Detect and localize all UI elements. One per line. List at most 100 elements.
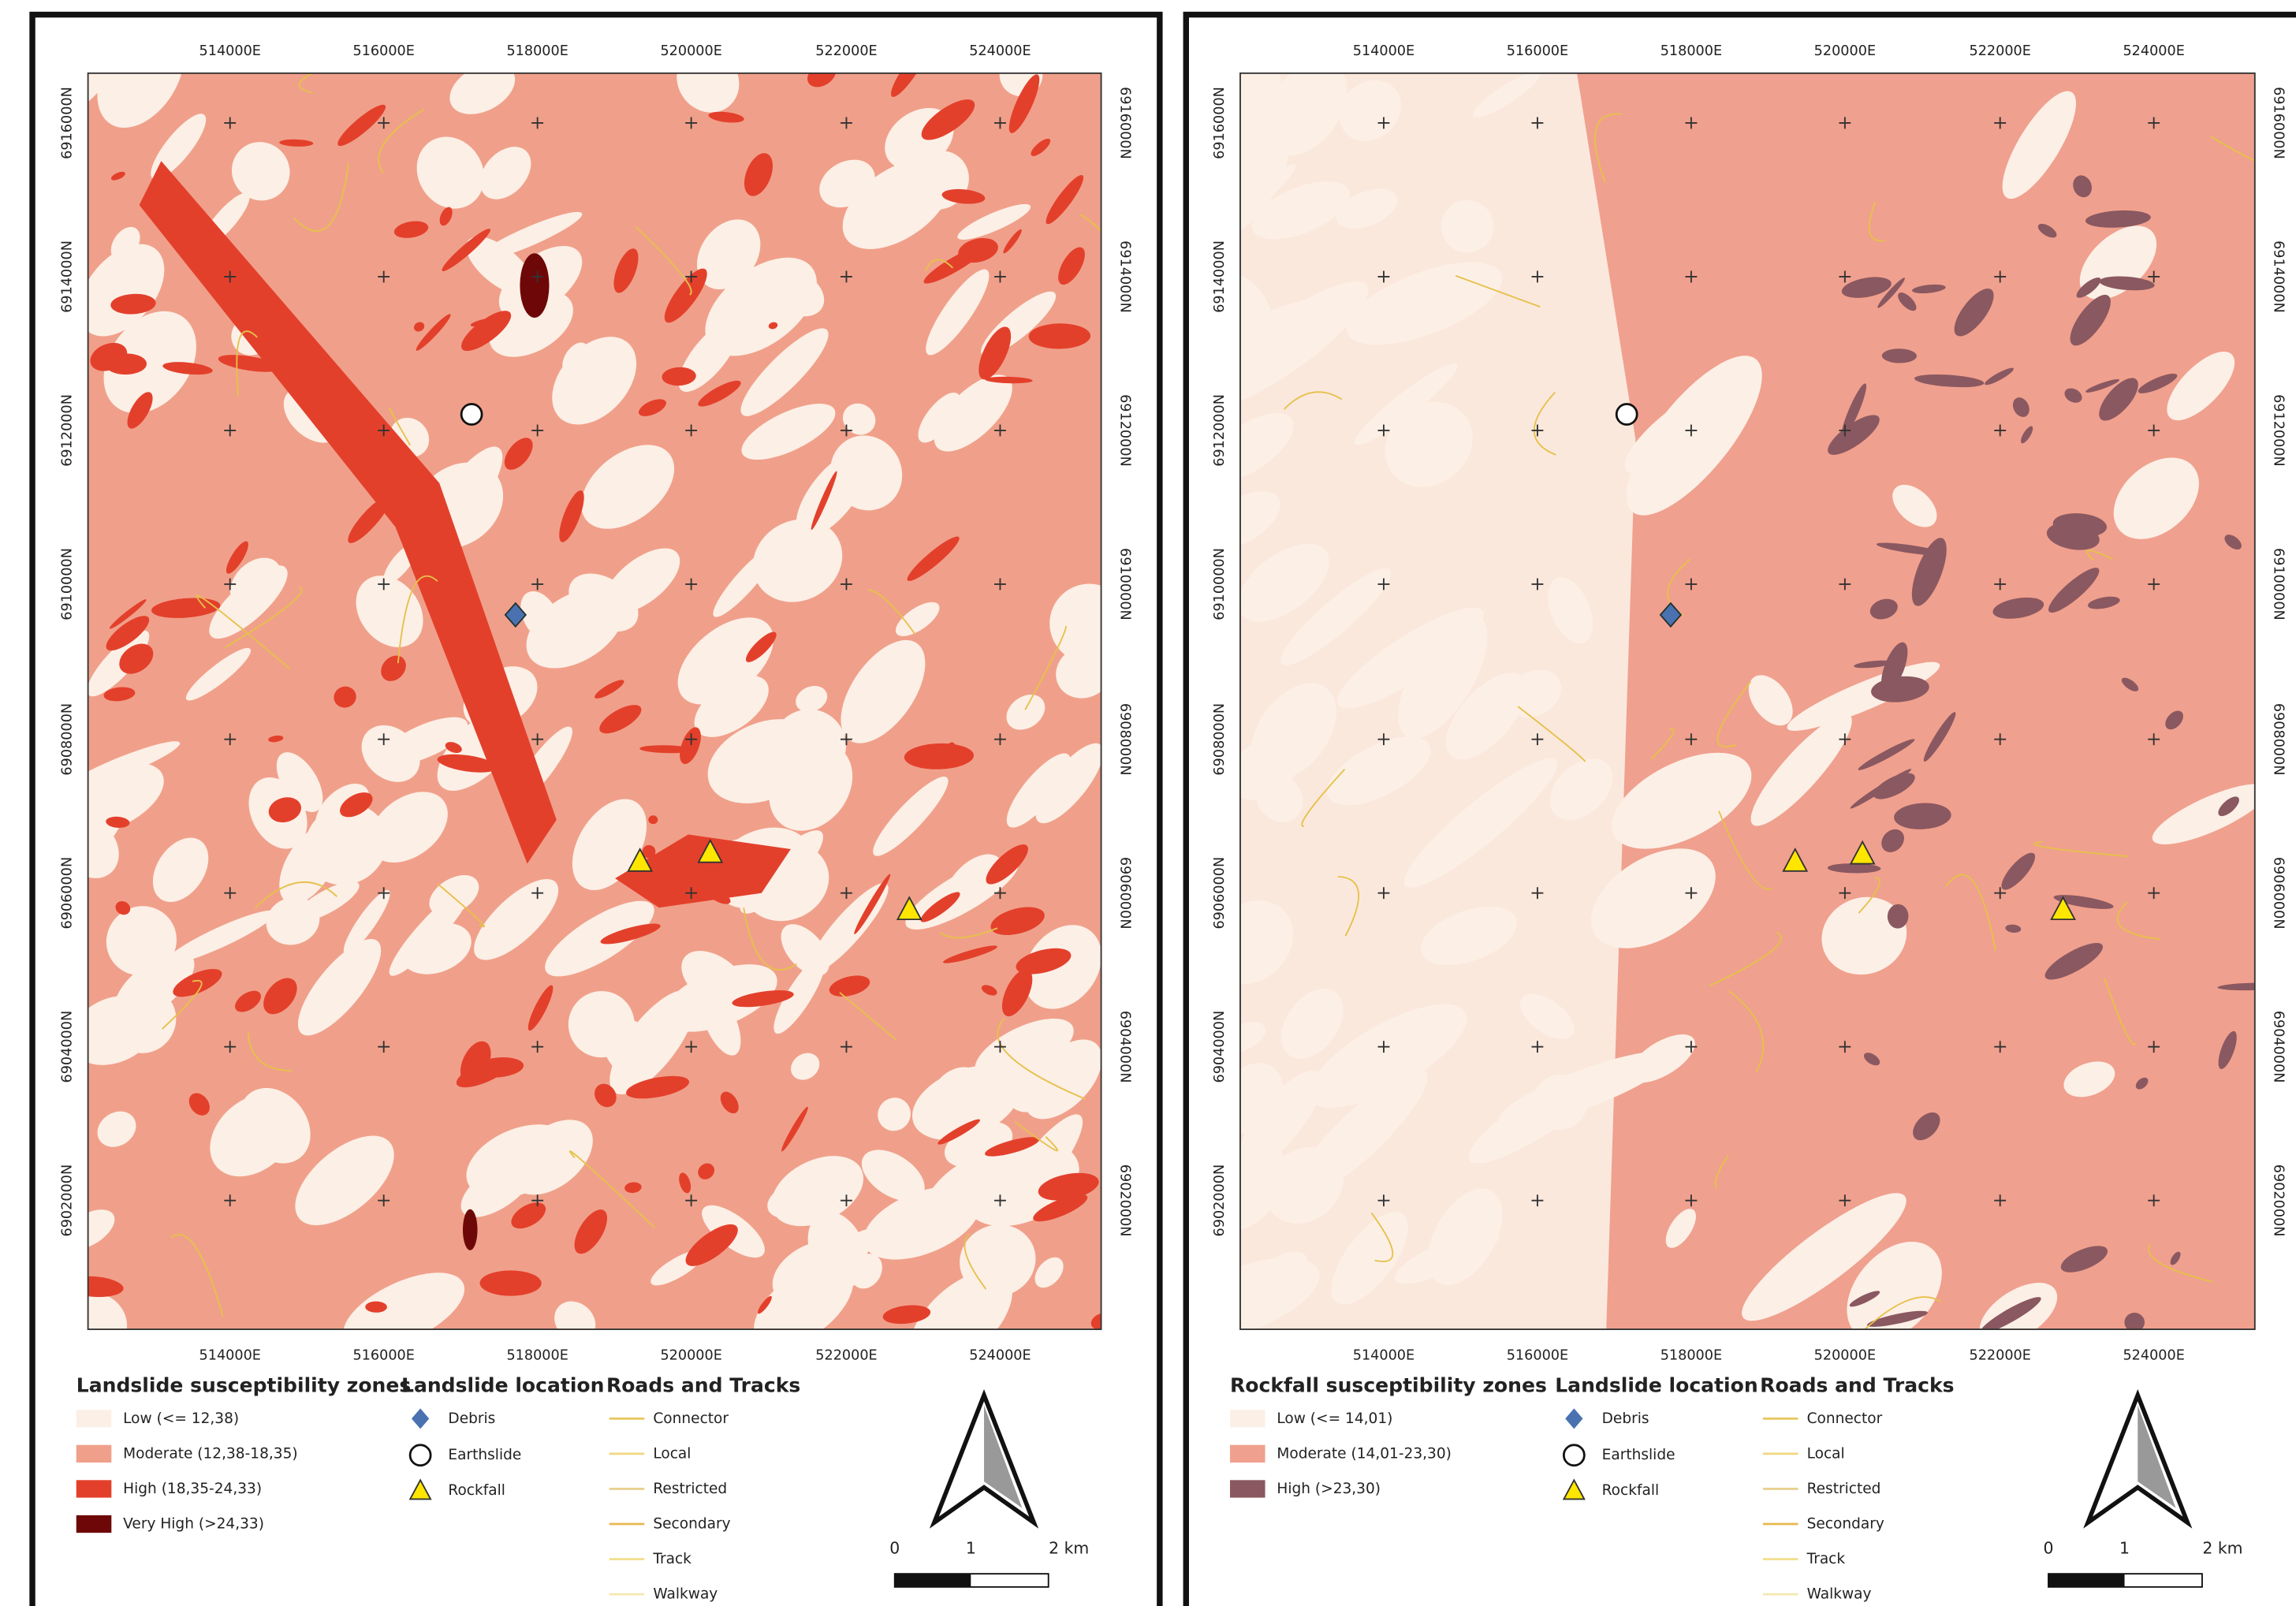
page: 514000E 514000E 516000E 516000E 518000E 51800… (0, 0, 2296, 1606)
legend-title: Rockfall susceptibility zones (1230, 1373, 1547, 1396)
legend-label: Secondary (1807, 1516, 1884, 1533)
legend-label: Connector (653, 1410, 729, 1427)
x-tick-label: 516000E (352, 1347, 414, 1363)
legend-label: Local (1807, 1445, 1845, 1462)
x-tick-label: 520000E (1814, 43, 1876, 59)
x-tick-label: 520000E (1814, 1347, 1876, 1363)
y-tick-label: 6904000N (1116, 1011, 1132, 1083)
x-tick-label: 524000E (2123, 1347, 2184, 1363)
y-tick-label: 6906000N (2271, 857, 2287, 930)
y-tick-label: 6908000N (1116, 703, 1132, 776)
y-tick-label: 6914000N (60, 240, 76, 313)
y-tick-label: 6916000N (60, 87, 76, 159)
x-tick-label: 524000E (969, 43, 1031, 59)
scale-label: 1 (2119, 1539, 2130, 1558)
legend-symbol (410, 1445, 430, 1466)
x-tick-label: 524000E (2123, 43, 2184, 59)
y-tick-label: 6910000N (1212, 548, 1228, 620)
y-tick-label: 6916000N (1116, 87, 1132, 159)
y-tick-label: 6902000N (1116, 1164, 1132, 1237)
y-tick-label: 6916000N (1212, 87, 1228, 159)
x-tick-label: 514000E (199, 1347, 261, 1363)
legend-label: Moderate (14,01-23,30) (1277, 1445, 1451, 1462)
y-tick-label: 6912000N (60, 394, 76, 467)
y-tick-label: 6906000N (60, 857, 76, 930)
scale-bar-fill (895, 1574, 971, 1587)
y-tick-label: 6908000N (2271, 703, 2287, 776)
legend-swatch (1230, 1480, 1265, 1497)
x-tick-label: 522000E (1969, 1347, 2030, 1363)
legend-label: Walkway (653, 1586, 718, 1603)
legend-label: Very High (>24,33) (123, 1516, 264, 1533)
y-tick-label: 6914000N (1212, 240, 1228, 313)
x-tick-label: 518000E (1660, 1347, 1722, 1363)
y-tick-label: 6904000N (60, 1011, 76, 1083)
legend-label: Debris (1602, 1410, 1649, 1427)
y-tick-label: 6902000N (60, 1164, 76, 1237)
legend-label: Earthslide (1602, 1447, 1675, 1463)
legend-label: Walkway (1807, 1586, 1872, 1603)
x-tick-label: 518000E (506, 1347, 568, 1363)
earthslide-point (1616, 404, 1637, 424)
legend-label: Moderate (12,38-18,35) (123, 1445, 297, 1462)
legend-label: Low (<= 12,38) (123, 1410, 239, 1427)
x-tick-label: 518000E (506, 43, 568, 59)
scale-label: 1 (966, 1539, 976, 1558)
x-tick-label: 516000E (1507, 43, 1568, 59)
very-high-zone (463, 1209, 478, 1250)
susceptibility-raster (48, 7, 1140, 1388)
y-tick-label: 6902000N (2271, 1164, 2287, 1237)
map-figure: 514000E 514000E 516000E 516000E 518000E 51800… (0, 0, 2296, 1606)
y-tick-label: 6910000N (2271, 548, 2287, 620)
x-tick-label: 514000E (1353, 1347, 1414, 1363)
x-tick-label: 516000E (352, 43, 414, 59)
legend-title: Landslide susceptibility zones (76, 1373, 412, 1396)
x-tick-label: 520000E (660, 1347, 721, 1363)
x-tick-label: 514000E (1353, 43, 1414, 59)
legend-label: High (>23,30) (1277, 1481, 1381, 1497)
legend-swatch (76, 1515, 112, 1533)
legend-label: Earthslide (448, 1447, 521, 1463)
y-tick-label: 6914000N (2271, 240, 2287, 313)
y-tick-label: 6908000N (60, 703, 76, 776)
legend-title: Roads and Tracks (606, 1373, 800, 1396)
legend-label: Rockfall (1602, 1482, 1660, 1499)
scale-label: 2 km (1049, 1539, 1089, 1558)
legend-label: High (18,35-24,33) (123, 1481, 262, 1497)
y-tick-label: 6906000N (1212, 857, 1228, 930)
legend-title: Roads and Tracks (1760, 1373, 1954, 1396)
low-zone (1240, 73, 1635, 1329)
x-tick-label: 516000E (1507, 1347, 1568, 1363)
legend-symbol (1564, 1445, 1584, 1466)
x-tick-label: 522000E (1969, 43, 2030, 59)
x-tick-label: 522000E (815, 1347, 877, 1363)
very-high-zone (520, 253, 549, 318)
legend-label: Track (1806, 1551, 1846, 1567)
y-tick-label: 6912000N (1116, 394, 1132, 467)
susceptibility-raster (1154, 37, 2288, 1360)
legend-swatch (1230, 1410, 1265, 1427)
y-tick-label: 6902000N (1212, 1164, 1228, 1237)
legend-label: Connector (1807, 1410, 1883, 1427)
legend-title: Landslide location (1555, 1373, 1757, 1396)
legend-swatch (1230, 1445, 1265, 1463)
y-tick-label: 6916000N (2271, 87, 2287, 159)
high-zone (479, 1270, 541, 1296)
y-tick-label: 6910000N (1116, 548, 1132, 620)
legend-swatch (76, 1480, 112, 1497)
legend-label: Secondary (653, 1516, 730, 1533)
y-tick-label: 6910000N (60, 548, 76, 620)
map-panel: 514000E 514000E 516000E 516000E 518000E 51800… (1154, 15, 2296, 1606)
legend-title: Landslide location (401, 1373, 604, 1396)
legend-swatch (76, 1410, 112, 1427)
legend-swatch (76, 1445, 112, 1463)
x-tick-label: 514000E (199, 43, 261, 59)
y-tick-label: 6906000N (1116, 857, 1132, 930)
legend-label: Local (653, 1445, 691, 1462)
x-tick-label: 522000E (815, 43, 877, 59)
x-tick-label: 518000E (1660, 43, 1722, 59)
y-tick-label: 6912000N (2271, 394, 2287, 467)
y-tick-label: 6908000N (1212, 703, 1228, 776)
legend-label: Debris (448, 1410, 495, 1427)
legend-label: Restricted (1807, 1481, 1881, 1497)
